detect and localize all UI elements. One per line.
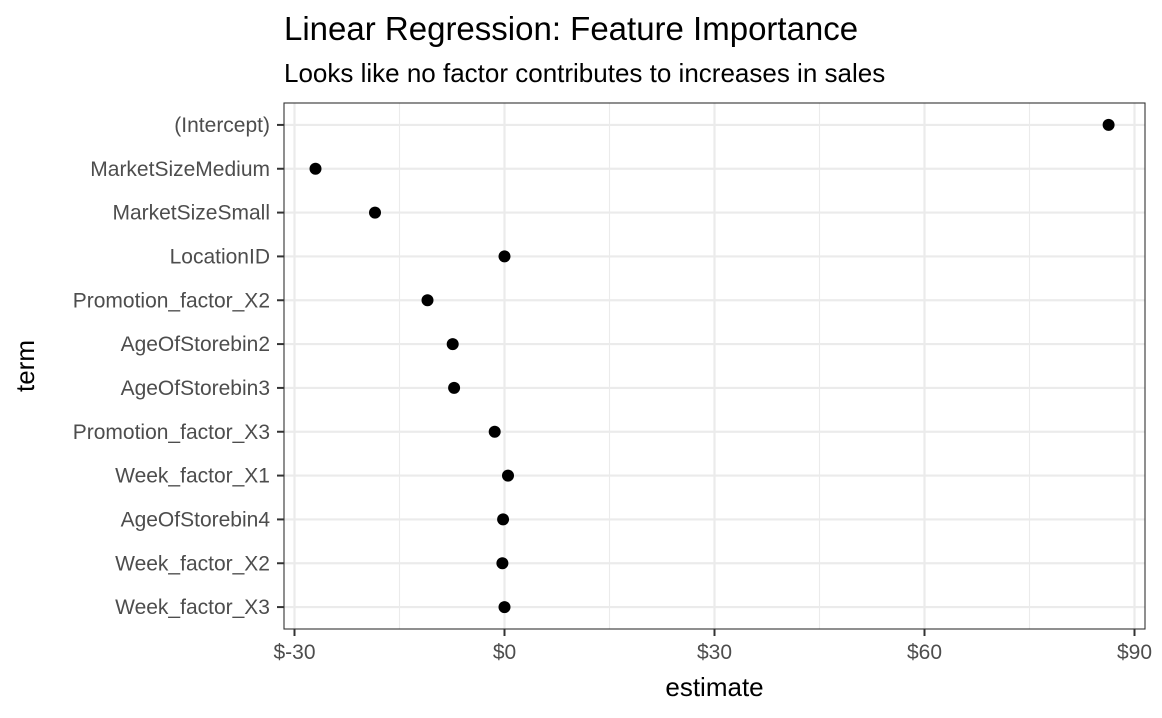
- y-tick-label: LocationID: [170, 245, 270, 268]
- x-tick-label: $60: [907, 641, 942, 664]
- data-point: [448, 381, 461, 394]
- y-tick-label: AgeOfStorebin2: [121, 333, 270, 356]
- y-axis: (Intercept) MarketSizeMedium MarketSizeSma…: [73, 114, 284, 619]
- x-tick-label: $0: [493, 641, 516, 664]
- data-point: [498, 601, 511, 614]
- y-tick-label: Promotion_factor_X3: [73, 421, 270, 444]
- y-tick-label: Week_factor_X2: [115, 552, 270, 575]
- chart-subtitle: Looks like no factor contributes to incr…: [284, 58, 885, 88]
- y-tick-label: (Intercept): [174, 114, 270, 137]
- data-point: [496, 557, 509, 570]
- y-tick-label: Promotion_factor_X2: [73, 289, 270, 312]
- x-tick-label: $-30: [273, 641, 315, 664]
- y-tick-label: MarketSizeSmall: [112, 202, 270, 225]
- plot-panel: [283, 102, 1146, 630]
- data-point: [1102, 118, 1115, 131]
- data-point: [446, 338, 459, 351]
- y-tick-label: Week_factor_X1: [115, 465, 270, 488]
- x-tick-label: $30: [697, 641, 732, 664]
- minor-gridlines: [398, 103, 1031, 629]
- major-gridlines: [284, 103, 1145, 629]
- y-tick-label: Week_factor_X3: [115, 596, 270, 619]
- data-point: [502, 469, 514, 482]
- y-tick-label: AgeOfStorebin4: [121, 508, 271, 531]
- data-point: [488, 425, 501, 438]
- data-point: [369, 206, 381, 219]
- chart-title: Linear Regression: Feature Importance: [284, 10, 858, 47]
- data-point: [421, 294, 434, 307]
- data-point: [309, 162, 322, 175]
- y-axis-title: term: [10, 340, 40, 392]
- data-points: [309, 118, 1115, 614]
- y-tick-label: MarketSizeMedium: [90, 158, 270, 181]
- x-axis-title: estimate: [665, 672, 763, 702]
- data-point: [497, 513, 510, 526]
- x-tick-label: $90: [1117, 641, 1152, 664]
- data-point: [498, 250, 511, 263]
- y-tick-label: AgeOfStorebin3: [121, 377, 270, 400]
- x-axis: $-30 $0 $30 $60 $90: [273, 629, 1152, 664]
